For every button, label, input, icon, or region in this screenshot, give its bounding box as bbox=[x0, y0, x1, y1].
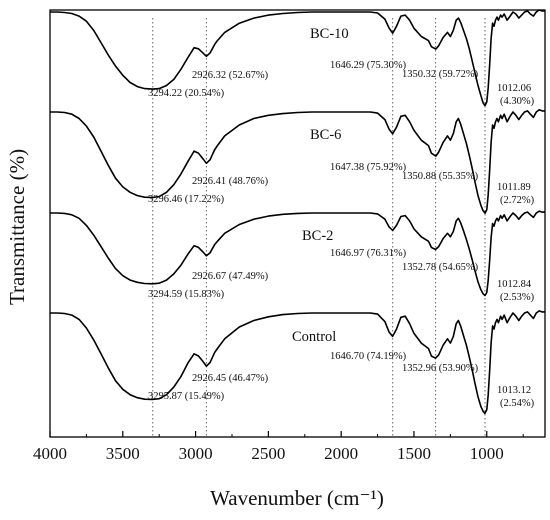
peak-label: 1646.29 (75.30%) bbox=[330, 60, 407, 71]
x-tick-label: 3500 bbox=[106, 444, 140, 463]
peak-label: 1352.78 (54.65%) bbox=[402, 262, 479, 273]
peak-label: 3296.46 (17.22%) bbox=[148, 194, 225, 205]
peak-label: (2.53%) bbox=[500, 292, 535, 303]
x-axis-label: Wavenumber (cm⁻¹) bbox=[210, 486, 384, 510]
peak-label: 1012.84 bbox=[497, 279, 532, 290]
series-label: Control bbox=[292, 329, 336, 345]
peak-label: 3295.87 (15.49%) bbox=[148, 391, 225, 402]
peak-label: 1012.06 bbox=[497, 83, 531, 94]
peak-label: 1646.70 (74.19%) bbox=[330, 351, 407, 362]
x-tick-label: 2000 bbox=[324, 444, 358, 463]
spectrum-line bbox=[50, 310, 545, 415]
x-tick-label: 1000 bbox=[470, 444, 504, 463]
peak-label: 1350.88 (55.35%) bbox=[402, 171, 479, 182]
peak-label: 1350.32 (59.72%) bbox=[402, 69, 479, 80]
peak-label: 1352.96 (53.90%) bbox=[402, 363, 479, 374]
peak-label: 1013.12 bbox=[497, 385, 531, 396]
plot-frame bbox=[49, 9, 546, 438]
peak-label: (4.30%) bbox=[500, 96, 535, 107]
x-tick-label: 2500 bbox=[251, 444, 285, 463]
peak-label: 2926.32 (52.67%) bbox=[192, 70, 269, 81]
y-axis-label: Transmittance (%) bbox=[5, 149, 29, 305]
peak-label: 1646.97 (76.31%) bbox=[330, 248, 407, 259]
series-label: BC-2 bbox=[302, 228, 333, 244]
peak-label: (2.72%) bbox=[500, 195, 535, 206]
series-label: BC-6 bbox=[310, 127, 341, 143]
spectra bbox=[50, 9, 545, 415]
spectrum-line bbox=[50, 9, 545, 107]
series-label: BC-10 bbox=[310, 26, 349, 42]
peak-label: 3294.22 (20.54%) bbox=[148, 88, 225, 99]
spectrum-line bbox=[50, 210, 545, 297]
peak-label: 1011.89 bbox=[497, 182, 531, 193]
peak-label: 1647.38 (75.92%) bbox=[330, 162, 407, 173]
x-axis: 4000 3500 3000 2500 2000 1500 1000 bbox=[33, 431, 524, 463]
spectrum-line bbox=[50, 109, 545, 214]
peak-label: 2926.45 (46.47%) bbox=[192, 373, 269, 384]
peak-label: 3294.59 (15.83%) bbox=[148, 289, 225, 300]
x-tick-label: 1500 bbox=[397, 444, 431, 463]
x-tick-label: 4000 bbox=[33, 444, 67, 463]
peak-annotations: BC-10 3294.22 (20.54%) 2926.32 (52.67%) 164… bbox=[148, 26, 535, 409]
peak-label: (2.54%) bbox=[500, 398, 535, 409]
peak-label: 2926.67 (47.49%) bbox=[192, 271, 269, 282]
peak-label: 2926.41 (48.76%) bbox=[192, 176, 269, 187]
x-tick-label: 3000 bbox=[179, 444, 213, 463]
reference-lines bbox=[152, 18, 486, 437]
